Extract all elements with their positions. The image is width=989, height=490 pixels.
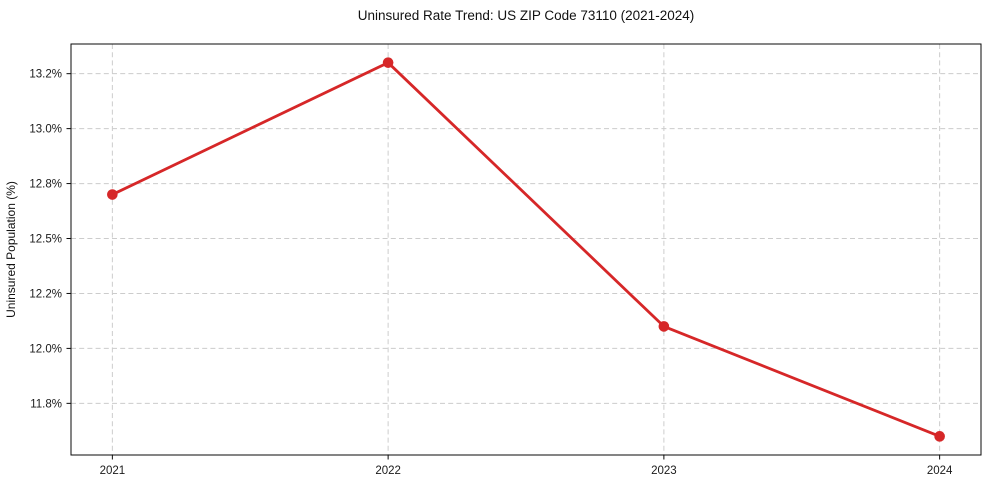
y-tick-label: 13.0% — [29, 124, 62, 136]
series-layer — [107, 57, 945, 442]
x-tick-label: 2021 — [100, 465, 126, 477]
y-tick-label: 11.8% — [30, 398, 62, 410]
tickmark-layer — [66, 73, 941, 460]
data-point-2024 — [934, 431, 945, 442]
trend-line — [110, 61, 942, 438]
x-tick-label: 2024 — [927, 465, 953, 477]
x-tick-label: 2023 — [651, 465, 677, 477]
x-tick-label: 2022 — [375, 465, 401, 477]
data-point-2023 — [658, 321, 670, 332]
y-tick-label: 12.5% — [29, 234, 62, 246]
y-tick-label: 12.2% — [29, 288, 62, 300]
grid-layer — [71, 44, 981, 455]
y-axis-label: Uninsured Population (%) — [4, 181, 18, 318]
y-tick-label: 12.8% — [29, 179, 62, 191]
chart-title: Uninsured Rate Trend: US ZIP Code 73110 … — [358, 8, 694, 23]
plot-border — [70, 43, 982, 456]
y-tick-label: 13.2% — [29, 69, 62, 81]
ticklabel-layer: 11.8% 12.0% 12.2% 12.5% 12.8% 13.0% 13.2% 2021 2… — [29, 69, 953, 477]
data-point-2021 — [107, 189, 118, 200]
data-point-2022 — [382, 57, 394, 68]
y-tick-label: 12.0% — [29, 343, 62, 355]
